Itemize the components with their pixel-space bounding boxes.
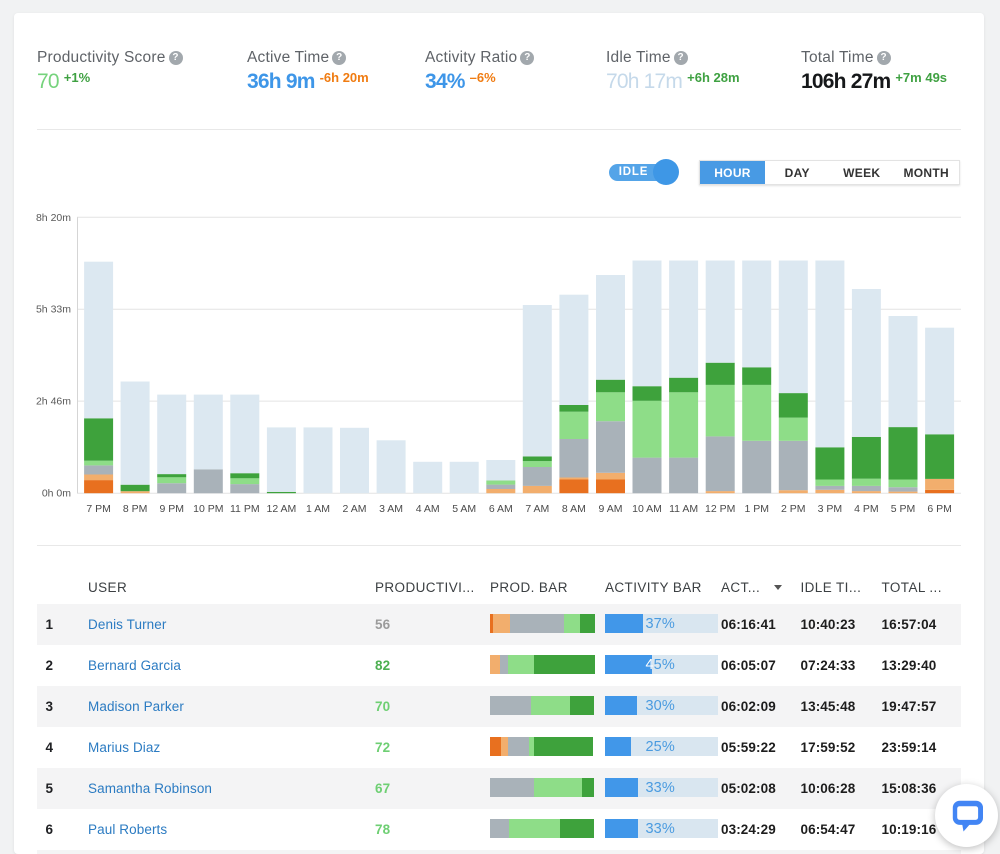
svg-text:8h 20m: 8h 20m [36,212,71,224]
svg-text:1 PM: 1 PM [744,503,769,515]
svg-text:5h 33m: 5h 33m [36,304,71,316]
svg-text:10 AM: 10 AM [632,503,662,515]
svg-text:4 PM: 4 PM [854,503,879,515]
svg-text:11 PM: 11 PM [230,503,260,515]
svg-text:2h 46m: 2h 46m [36,396,71,408]
svg-text:2 PM: 2 PM [781,503,806,515]
svg-text:7 AM: 7 AM [525,503,549,515]
svg-text:9 AM: 9 AM [599,503,623,515]
svg-text:6 PM: 6 PM [927,503,952,515]
svg-text:7 PM: 7 PM [86,503,111,515]
svg-text:12 AM: 12 AM [267,503,297,515]
svg-text:5 AM: 5 AM [452,503,476,515]
svg-text:5 PM: 5 PM [891,503,916,515]
svg-text:3 PM: 3 PM [818,503,843,515]
svg-text:0h 0m: 0h 0m [42,488,71,500]
svg-text:6 AM: 6 AM [489,503,513,515]
svg-text:2 AM: 2 AM [343,503,367,515]
svg-text:4 AM: 4 AM [416,503,440,515]
svg-text:12 PM: 12 PM [705,503,735,515]
svg-text:8 AM: 8 AM [562,503,586,515]
svg-text:3 AM: 3 AM [379,503,403,515]
svg-text:1 AM: 1 AM [306,503,330,515]
svg-text:11 AM: 11 AM [669,503,698,515]
svg-text:10 PM: 10 PM [193,503,223,515]
svg-text:9 PM: 9 PM [159,503,184,515]
svg-text:8 PM: 8 PM [123,503,148,515]
